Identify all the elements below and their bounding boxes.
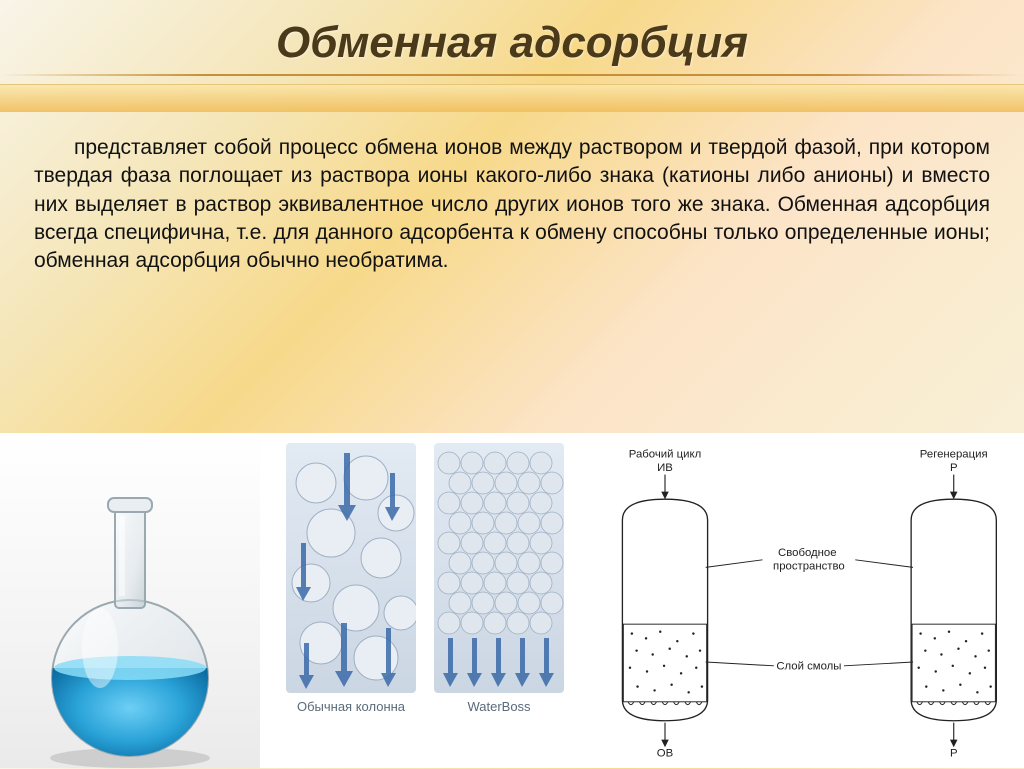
page-title: Обменная адсорбция [0,18,1024,68]
diagram-label-top-right-sub: Р [950,462,958,474]
diagram-label-resin: Слой смолы [776,661,841,673]
diagram-label-top-left-sub: ИВ [657,462,673,474]
diagram-label-top-left: Рабочий цикл [629,449,701,461]
body-paragraph: представляет собой процесс обмена ионов … [0,112,1024,286]
accent-bar [0,84,1024,112]
diagram-label-bottom-left: ОВ [657,748,673,760]
title-underline [0,74,1024,76]
column-right: WaterBoss [434,443,564,714]
diagram-label-bottom-right: Р [950,748,958,760]
column-right-illustration [434,443,564,693]
slide: Обменная адсорбция представляет собой пр… [0,0,1024,768]
diagram-label-top-right: Регенерация [920,449,988,461]
column-left: Обычная колонна [286,443,416,714]
illustrations-row: Обычная колонна [0,433,1024,768]
vessel-diagram-panel: Рабочий цикл ИВ Регенерация Р [590,433,1024,768]
vessel-right [911,499,996,721]
diagram-label-freespace: Свободное пространство [773,547,845,572]
vessel-left [622,499,707,721]
column-left-illustration [286,443,416,693]
column-left-label: Обычная колонна [297,699,405,714]
flask-icon [20,468,240,768]
vessel-diagram: Рабочий цикл ИВ Регенерация Р [594,437,1020,764]
column-right-label: WaterBoss [467,699,530,714]
column-comparison-panel: Обычная колонна [260,433,590,768]
title-region: Обменная адсорбция [0,0,1024,80]
flask-panel [0,433,260,768]
body-text: представляет собой процесс обмена ионов … [34,136,990,272]
